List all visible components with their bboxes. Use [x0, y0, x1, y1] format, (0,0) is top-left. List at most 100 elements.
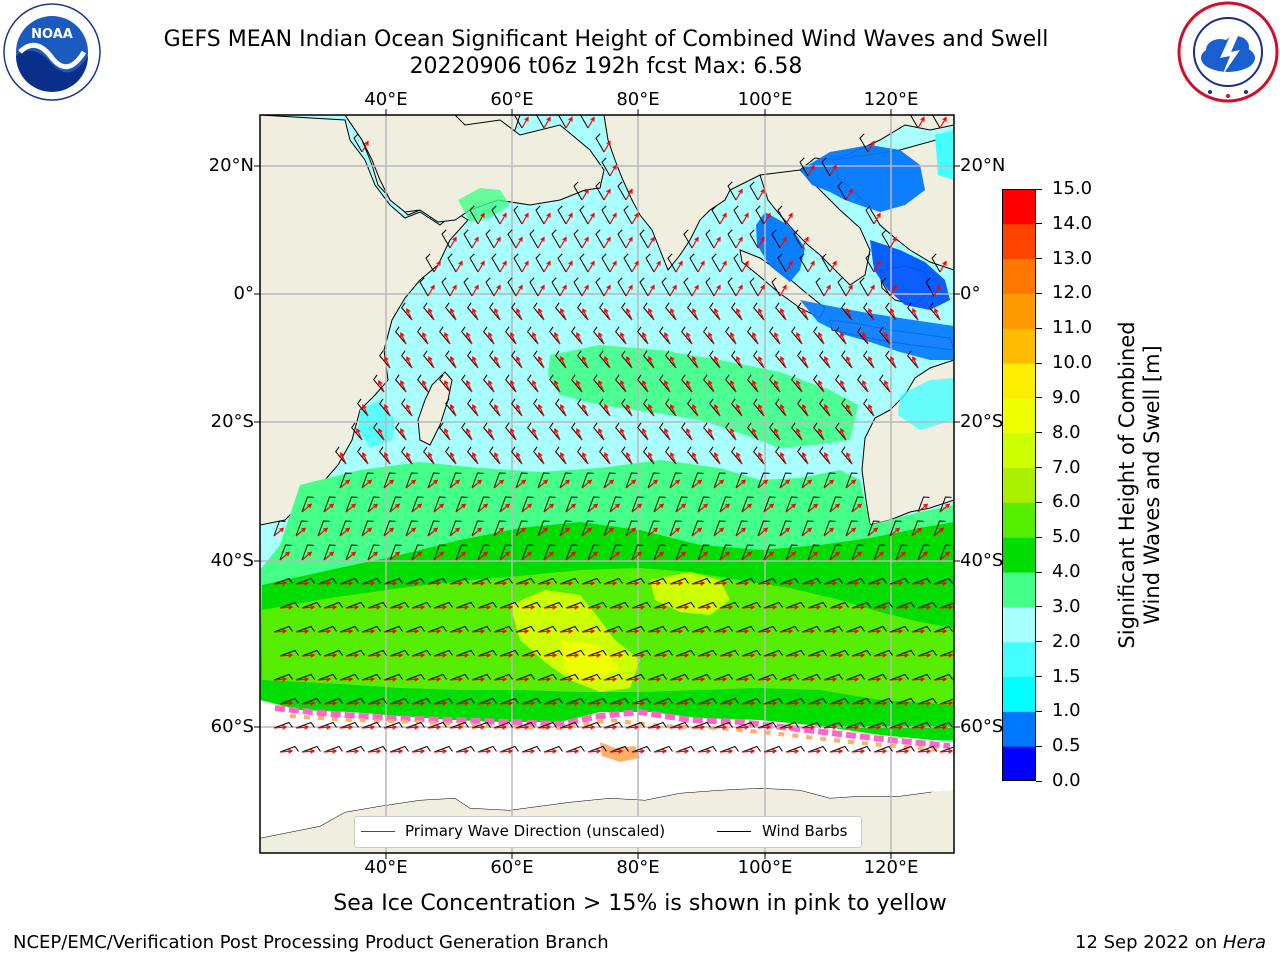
wind-barb	[323, 496, 336, 513]
wind-barb	[549, 326, 561, 345]
wind-barb	[829, 649, 849, 657]
wave-direction-arrow	[625, 236, 633, 249]
wave-direction-arrow	[339, 724, 354, 730]
wind-barb	[823, 673, 843, 681]
colorbar-segment	[1002, 572, 1036, 608]
lat-label-right-40s: 40°S	[960, 550, 1004, 571]
wind-barb	[515, 673, 535, 681]
wind-barb	[799, 157, 809, 177]
wave-direction-arrow	[422, 379, 429, 393]
wave-direction-arrow	[867, 140, 875, 153]
wave-direction-arrow	[471, 676, 486, 682]
wind-barb	[595, 181, 605, 201]
wave-direction-arrow	[472, 451, 479, 465]
wind-barb	[565, 496, 578, 513]
wave-direction-arrow	[516, 403, 523, 417]
wind-barb	[653, 697, 673, 705]
wave-direction-arrow	[845, 676, 860, 682]
lon-label-top-40e: 40°E	[364, 89, 408, 110]
wind-barb	[273, 673, 293, 681]
wave-direction-arrow	[845, 479, 857, 489]
wave-direction-arrow	[829, 604, 844, 610]
wave-direction-arrow	[736, 403, 743, 417]
wind-barb	[749, 181, 759, 201]
wave-direction-arrow	[647, 479, 659, 489]
wave-direction-arrow	[735, 628, 750, 634]
wave-direction-arrow	[697, 551, 709, 561]
wave-direction-arrow	[631, 604, 646, 610]
wave-direction-arrow	[603, 479, 615, 489]
wave-direction-arrow	[383, 527, 395, 537]
colorbar-segment	[1002, 189, 1036, 225]
wind-barb	[357, 446, 369, 465]
wave-direction-arrow	[840, 379, 847, 393]
wave-direction-arrow	[625, 580, 640, 586]
wave-direction-arrow	[279, 551, 291, 561]
wave-direction-arrow	[823, 676, 838, 682]
wind-barb	[917, 496, 930, 513]
wind-barb	[565, 649, 585, 657]
wind-barb	[603, 625, 623, 633]
map-gridlines	[260, 115, 954, 853]
wind-barb	[493, 673, 513, 681]
wind-barb	[559, 577, 579, 585]
wind-barb	[653, 544, 666, 561]
wind-barb	[741, 649, 761, 657]
wave-direction-arrow	[653, 748, 668, 754]
wind-barb	[595, 229, 605, 249]
wind-barb	[471, 673, 491, 681]
wind-barb	[665, 350, 677, 369]
wind-barb	[573, 277, 583, 297]
wave-direction-arrow	[648, 451, 655, 465]
wave-direction-arrow	[367, 652, 382, 658]
wave-direction-arrow	[625, 628, 640, 634]
wave-direction-arrow	[317, 676, 332, 682]
wind-barb	[785, 697, 805, 705]
wave-direction-arrow	[939, 700, 954, 706]
wind-barb	[345, 544, 358, 561]
wave-direction-arrow	[625, 527, 637, 537]
wind-barb	[757, 472, 770, 489]
wave-direction-arrow	[422, 331, 429, 345]
wind-barb	[931, 253, 941, 273]
wave-direction-arrow	[323, 503, 335, 513]
wave-direction-arrow	[449, 236, 457, 249]
wind-barb	[537, 673, 557, 681]
wave-direction-arrow	[631, 700, 646, 706]
wave-direction-arrow	[378, 379, 385, 393]
wind-barb	[499, 544, 512, 561]
wind-barb	[779, 673, 799, 681]
wind-barb	[513, 115, 523, 129]
wave-direction-arrow	[339, 676, 354, 682]
wind-barb	[665, 302, 677, 321]
wave-direction-arrow	[345, 503, 357, 513]
wind-barb	[423, 350, 435, 369]
wind-barb	[571, 326, 583, 345]
wave-direction-arrow	[714, 451, 721, 465]
wind-barb	[361, 577, 381, 585]
wind-barb	[345, 697, 365, 705]
wind-barb	[537, 472, 550, 489]
wave-direction-arrow	[449, 580, 464, 586]
wave-direction-arrow	[493, 236, 501, 249]
wave-direction-arrow	[846, 307, 853, 321]
wave-direction-arrow	[477, 212, 485, 225]
wind-barb	[489, 350, 501, 369]
wave-direction-arrow	[345, 551, 357, 561]
wind-barb	[775, 350, 787, 369]
wind-barb	[339, 520, 352, 537]
wave-direction-arrow	[603, 676, 618, 682]
wind-barb	[427, 625, 447, 633]
wind-barb	[273, 520, 286, 537]
wave-direction-arrow	[516, 451, 523, 465]
wave-direction-arrow	[807, 551, 819, 561]
wind-barb	[643, 302, 655, 321]
colorbar-tick-label: 4.0	[1052, 561, 1081, 583]
wave-direction-arrow	[405, 628, 420, 634]
wave-direction-arrow	[449, 628, 464, 634]
wave-direction-arrow	[631, 212, 639, 225]
lon-label-top-120e: 120°E	[863, 89, 919, 110]
wind-barb	[667, 253, 677, 273]
wave-direction-arrow	[521, 604, 536, 610]
wave-direction-arrow	[895, 551, 907, 561]
